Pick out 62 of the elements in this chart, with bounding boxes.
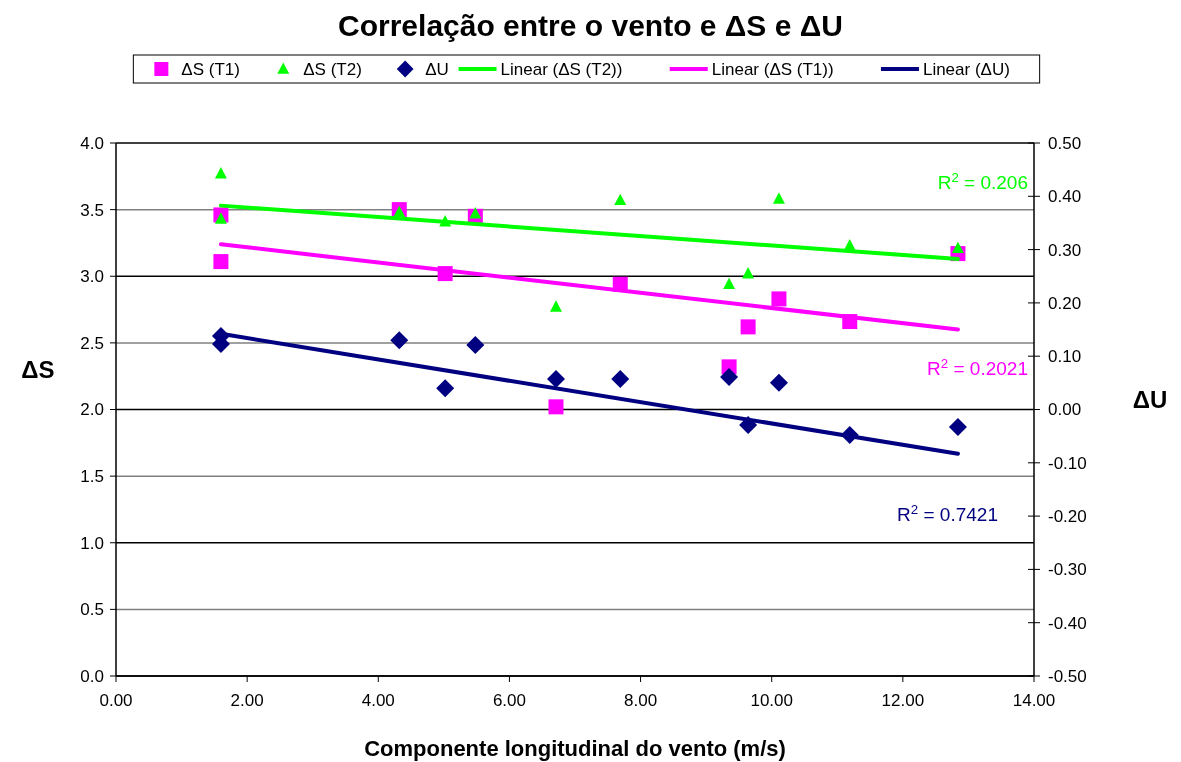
point (951, 241, 964, 254)
annotation: R$^{2}$ = 0.2021 (927, 355, 1028, 380)
point (948, 418, 967, 437)
legend-label: ΔS (T1) (181, 59, 240, 79)
y2-tick-label: 0.00 (1048, 400, 1082, 420)
y-tick-label: 1.5 (80, 467, 104, 487)
point (772, 192, 785, 204)
y-tick-label: 3.0 (80, 267, 104, 287)
y-tick-label: 0.5 (80, 600, 104, 620)
y2-tick-label: -0.30 (1048, 560, 1087, 580)
annotation: R$^{2}$ = 0.206 (937, 169, 1028, 193)
y2-tick-label: 0.10 (1048, 347, 1082, 367)
point (214, 167, 227, 179)
legend-label: ΔU (425, 59, 449, 79)
x-tick-label: 8.00 (624, 691, 658, 710)
point (214, 212, 227, 224)
legend-label: Linear (ΔS (T2)) (500, 59, 623, 79)
x-tick-label: 10.00 (750, 691, 793, 710)
point (720, 367, 739, 386)
x-axis-title: Componente longitudinal do vento (m/s) (364, 736, 786, 761)
point (546, 370, 565, 389)
point (466, 336, 485, 355)
point (213, 254, 229, 270)
y-tick-label: 2.0 (80, 400, 104, 420)
legend-label: Linear (ΔS (T1)) (711, 59, 834, 79)
y-tick-label: 3.5 (80, 200, 104, 220)
x-tick-label: 14.00 (1012, 691, 1056, 710)
y-tick-label: 4.0 (80, 133, 104, 153)
point (769, 373, 788, 392)
legend-label: Linear (ΔU) (922, 59, 1010, 79)
point (742, 266, 755, 279)
point (390, 331, 409, 350)
y2-axis-title: ΔU (1132, 385, 1168, 413)
y2-tick-label: -0.40 (1048, 613, 1087, 633)
y-tick-label: 2.5 (80, 333, 104, 353)
x-tick-label: 4.00 (361, 691, 395, 710)
x-tick-label: 12.00 (881, 691, 925, 710)
point (614, 193, 627, 206)
x-tick-label: 6.00 (492, 691, 526, 710)
y-tick-label: 0.0 (80, 666, 104, 686)
x-tick-label: 2.00 (230, 691, 264, 710)
point (611, 370, 630, 389)
point (771, 291, 787, 307)
point (723, 277, 736, 290)
point (548, 399, 564, 415)
y2-tick-label: 0.30 (1048, 240, 1082, 260)
y-tick-label: 1.0 (80, 533, 104, 553)
y2-tick-label: 0.40 (1048, 187, 1082, 207)
point (740, 319, 756, 335)
point (469, 207, 482, 219)
annotation: R$^{2}$ = 0.7421 (897, 501, 998, 526)
legend-label: ΔS (T2) (303, 59, 362, 79)
y2-tick-label: -0.50 (1048, 666, 1087, 686)
x-tick-label: 0.00 (99, 691, 133, 710)
y2-tick-label: -0.20 (1048, 507, 1087, 527)
chart-title: Correlação entre o vento e ΔS e ΔU (338, 9, 843, 42)
y2-tick-label: 0.50 (1048, 133, 1082, 153)
point (436, 379, 455, 398)
point (549, 300, 562, 312)
y-axis-title: ΔS (21, 355, 55, 383)
y2-tick-label: 0.20 (1048, 293, 1082, 313)
y2-tick-label: -0.10 (1048, 453, 1087, 473)
